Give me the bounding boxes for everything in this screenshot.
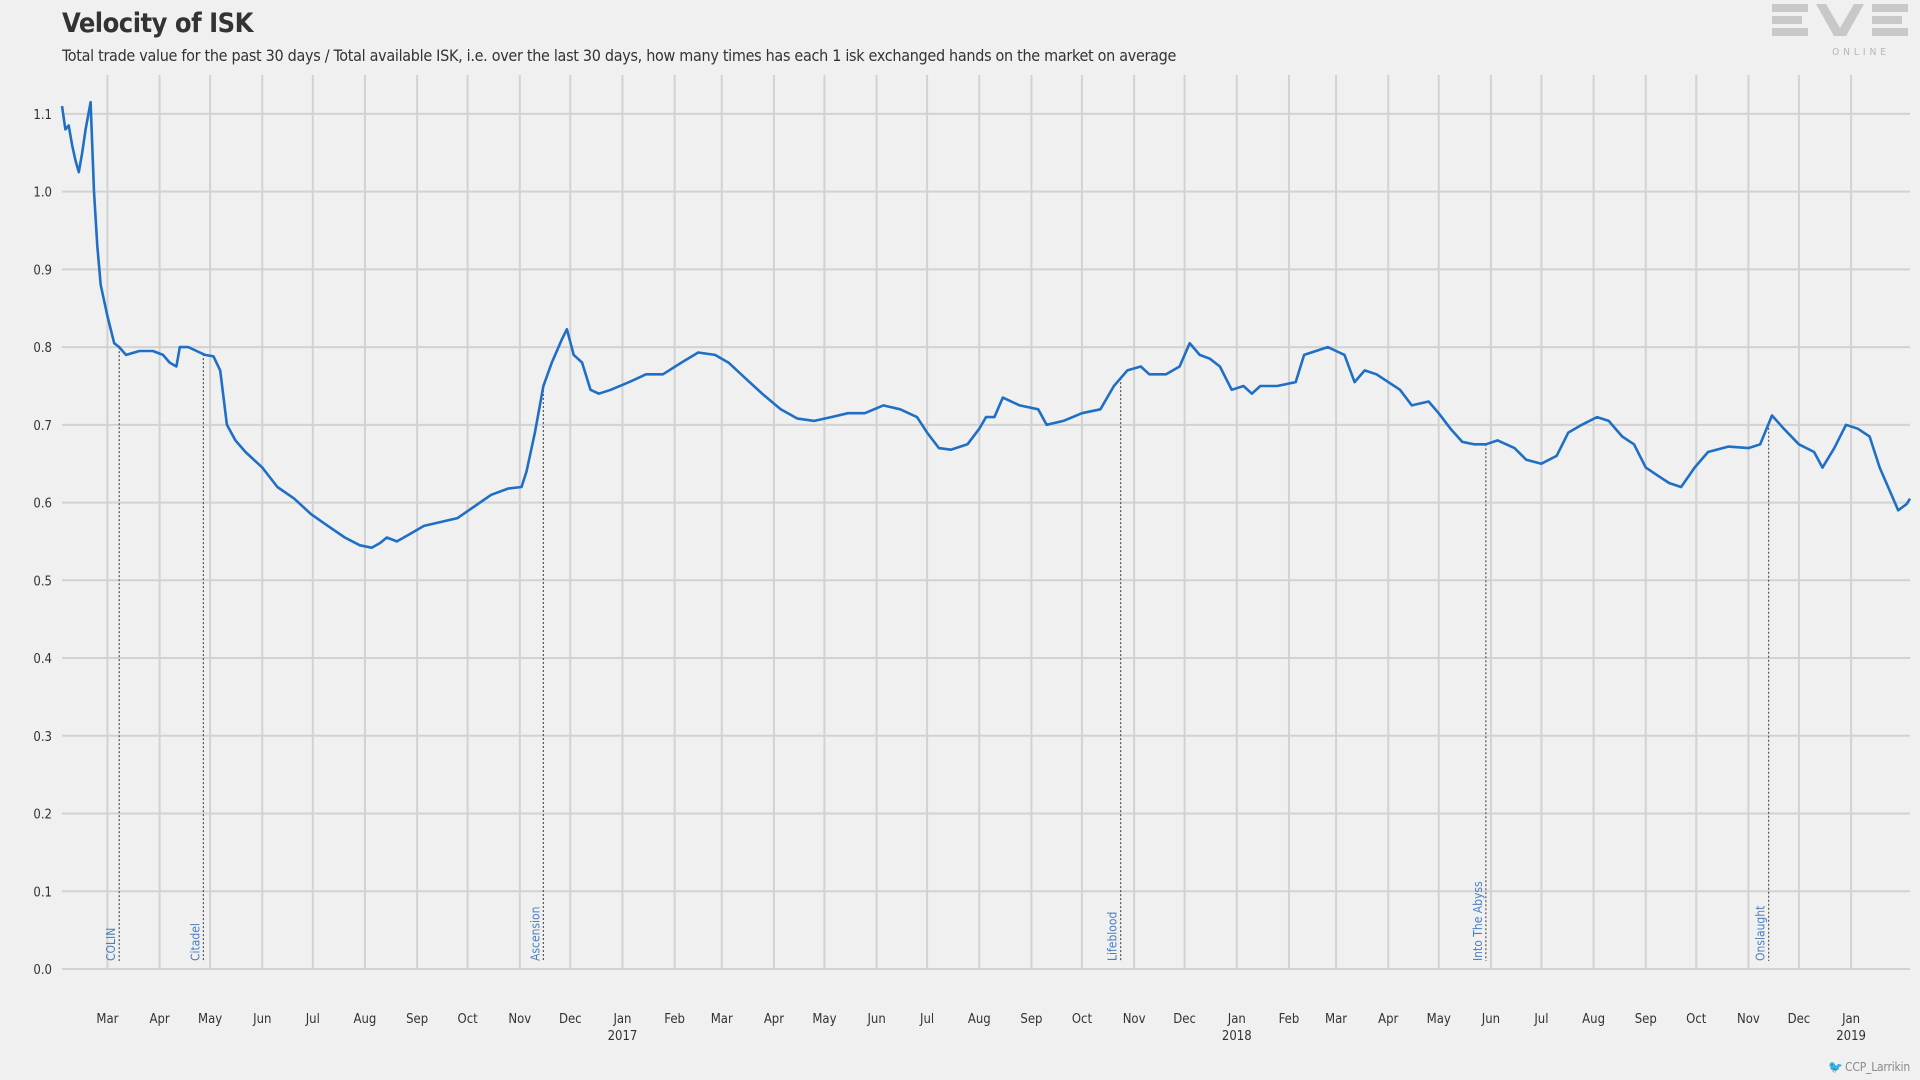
x-tick-label: Sep	[1020, 1012, 1042, 1027]
twitter-bird-icon: 🐦	[1828, 1060, 1844, 1074]
eve-logo-icon	[1772, 4, 1908, 36]
x-tick-label: Dec	[559, 1012, 582, 1027]
eve-online-logo: ONLINE	[1770, 0, 1920, 62]
x-tick-label: Nov	[1123, 1012, 1146, 1027]
x-tick-label: Sep	[1635, 1012, 1657, 1027]
x-tick-label: May	[198, 1012, 222, 1027]
event-label: Ascension	[528, 906, 542, 961]
y-tick-label: 0.7	[33, 419, 52, 434]
y-tick-label: 0.0	[33, 963, 52, 978]
x-tick-label: Apr	[764, 1012, 784, 1027]
x-tick-label: Jun	[1481, 1012, 1500, 1027]
x-tick-label: Jul	[919, 1012, 934, 1027]
x-tick-label: Aug	[1582, 1012, 1605, 1027]
x-tick-label: Jul	[1533, 1012, 1548, 1027]
y-tick-label: 1.0	[33, 186, 52, 201]
x-tick-label: Oct	[1686, 1012, 1707, 1027]
x-tick-label: Dec	[1788, 1012, 1811, 1027]
x-tick-label: Aug	[968, 1012, 991, 1027]
x-tick-label: Nov	[1737, 1012, 1760, 1027]
x-tick-label: Nov	[508, 1012, 531, 1027]
x-tick-label: Jan	[612, 1012, 631, 1027]
x-tick-label: Dec	[1173, 1012, 1196, 1027]
event-label: Citadel	[188, 923, 202, 961]
x-tick-label: May	[1427, 1012, 1451, 1027]
x-tick-label: May	[812, 1012, 836, 1027]
x-year-label: 2017	[608, 1029, 638, 1044]
series-line	[60, 100, 1912, 549]
x-tick-label: Mar	[711, 1012, 733, 1027]
logo-subtext: ONLINE	[1832, 47, 1890, 58]
x-tick-label: Feb	[1279, 1012, 1300, 1027]
chart-subtitle: Total trade value for the past 30 days /…	[62, 46, 1177, 65]
x-tick-label: Oct	[458, 1012, 479, 1027]
event-label: COLIN	[104, 928, 118, 961]
y-tick-label: 0.1	[33, 885, 52, 900]
y-tick-label: 0.2	[33, 808, 52, 823]
x-tick-label: Jan	[1841, 1012, 1860, 1027]
x-tick-label: Sep	[406, 1012, 428, 1027]
grid-layer	[62, 75, 1910, 970]
x-tick-label: Mar	[1325, 1012, 1347, 1027]
x-tick-label: Oct	[1072, 1012, 1093, 1027]
y-tick-label: 1.1	[33, 108, 52, 123]
y-tick-label: 0.8	[33, 341, 52, 356]
y-tick-label: 0.9	[33, 263, 52, 278]
x-tick-label: Jun	[866, 1012, 885, 1027]
event-label: Lifeblood	[1106, 912, 1120, 961]
x-year-label: 2019	[1836, 1029, 1866, 1044]
x-tick-label: Aug	[354, 1012, 377, 1027]
x-tick-label: Jun	[252, 1012, 271, 1027]
x-tick-label: Jan	[1227, 1012, 1246, 1027]
credit-handle: CCP_Larrikin	[1845, 1060, 1910, 1074]
x-year-label: 2018	[1222, 1029, 1252, 1044]
x-tick-label: Jul	[305, 1012, 320, 1027]
event-label: Into The Abyss	[1471, 881, 1485, 961]
y-tick-label: 0.3	[33, 730, 52, 745]
y-tick-label: 0.6	[33, 497, 52, 512]
event-layer	[118, 347, 1770, 961]
twitter-credit[interactable]: 🐦 CCP_Larrikin	[1828, 1060, 1910, 1074]
y-tick-label: 0.4	[33, 652, 52, 667]
y-tick-label: 0.5	[33, 574, 52, 589]
x-tick-label: Apr	[150, 1012, 170, 1027]
event-label: Onslaught	[1754, 906, 1768, 961]
chart-title: Velocity of ISK	[62, 8, 253, 39]
x-tick-label: Mar	[96, 1012, 118, 1027]
line-layer	[60, 100, 1912, 549]
label-layer: 0.0 0.1 0.2 0.3 0.4 0.5 0.6 0.7 0.8 0.9 1.0 1.1 Mar A…	[33, 108, 1866, 1044]
x-tick-label: Feb	[664, 1012, 685, 1027]
x-tick-label: Apr	[1378, 1012, 1398, 1027]
